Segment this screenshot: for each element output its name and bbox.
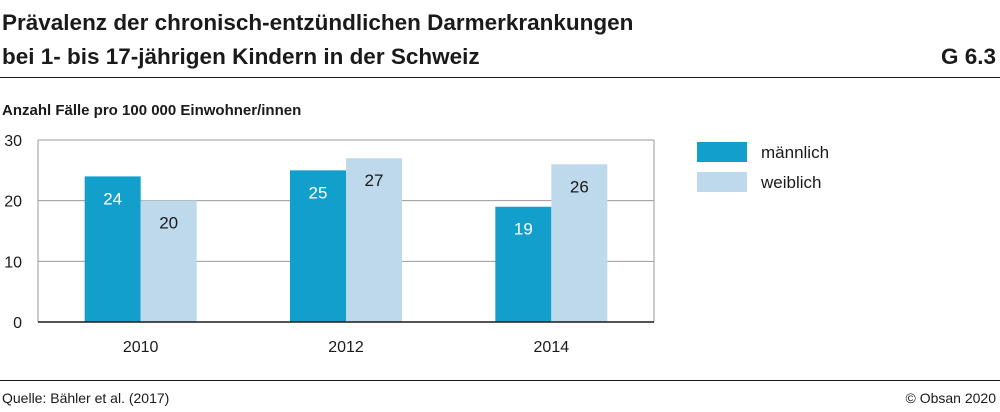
copyright-note: © Obsan 2020 (905, 390, 997, 406)
y-tick-label: 0 (13, 315, 22, 332)
x-tick-label: 2012 (328, 339, 364, 356)
bar-2010-series-2 (140, 200, 197, 322)
y-axis-label: Anzahl Fälle pro 100 000 Einwohner/innen (2, 102, 302, 119)
bar-2014-series-1 (495, 206, 552, 322)
bar-2014-series-2 (551, 164, 608, 322)
y-tick-label: 10 (4, 254, 22, 271)
y-tick-label: 30 (4, 133, 22, 150)
bar-value-label: 25 (309, 183, 328, 202)
legend-label: weiblich (760, 173, 821, 192)
bar-2010-series-1 (84, 176, 141, 322)
chart-title-line-1: Prävalenz der chronisch-entzündlichen Da… (2, 10, 634, 35)
bar-value-label: 19 (514, 220, 533, 239)
figure-number: G 6.3 (940, 44, 996, 69)
legend-swatch-series-1 (697, 142, 747, 162)
y-tick-label: 20 (4, 194, 22, 211)
x-tick-label: 2014 (534, 339, 570, 356)
bar-value-label: 24 (103, 189, 122, 208)
legend-label: männlich (761, 143, 829, 162)
bar-value-label: 27 (365, 171, 384, 190)
chart-title-line-2: bei 1- bis 17-jährigen Kindern in der Sc… (2, 44, 480, 69)
bar-value-label: 20 (159, 214, 178, 233)
bar-2012-series-1 (290, 170, 346, 322)
bar-value-label: 26 (570, 177, 589, 196)
bar-2012-series-2 (346, 158, 402, 322)
chart-title: Prävalenz der chronisch-entzündlichen Da… (2, 6, 902, 74)
footer-rule (0, 380, 1000, 381)
legend-swatch-series-2 (697, 172, 747, 192)
x-tick-label: 2010 (123, 339, 159, 356)
header-rule (0, 77, 1000, 78)
source-note: Quelle: Bähler et al. (2017) (2, 390, 170, 406)
